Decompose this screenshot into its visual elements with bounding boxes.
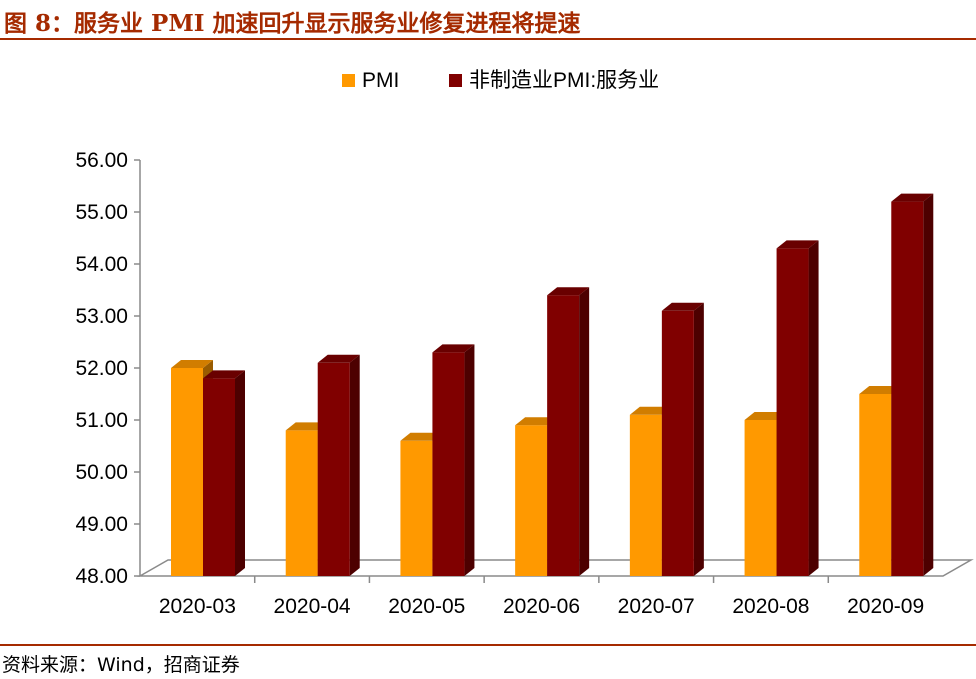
bar-side (923, 193, 934, 576)
y-tick-label: 52.00 (75, 357, 128, 380)
bar-front (547, 295, 580, 576)
x-tick-label: 2020-08 (732, 595, 809, 618)
bar-front (400, 440, 433, 576)
chart-legend: PMI 非制造业PMI:服务业 (342, 69, 659, 92)
bar-services (317, 354, 360, 576)
x-tick-label: 2020-06 (503, 595, 580, 618)
title-rule (0, 38, 976, 40)
y-tick-label: 51.00 (75, 409, 128, 432)
legend-label: 非制造业PMI:服务业 (469, 69, 659, 92)
bar-top (859, 386, 902, 394)
y-tick-label: 54.00 (75, 253, 128, 276)
x-tick-label: 2020-04 (274, 595, 351, 618)
bar-top (317, 354, 360, 363)
bar-front (203, 378, 235, 576)
bar-front (432, 352, 465, 576)
bar-top (432, 344, 475, 353)
x-tick-label: 2020-05 (388, 595, 465, 618)
bar-top (744, 412, 787, 420)
x-tick-label: 2020-09 (847, 595, 924, 618)
bar-top (629, 406, 672, 415)
bar-front (285, 430, 318, 576)
source-note: 资料来源：Wind，招商证券 (2, 654, 240, 676)
y-tick-label: 50.00 (75, 461, 128, 484)
bar-side (693, 302, 704, 576)
bar-front (629, 414, 662, 576)
bar-side (235, 370, 245, 576)
bar-top (203, 370, 245, 379)
bar-services (203, 370, 245, 576)
source-rule (0, 644, 976, 646)
bar-front (891, 201, 924, 576)
x-tick-label: 2020-03 (159, 595, 236, 618)
bar-services (661, 302, 704, 576)
x-tick-labels: 2020-03 2020-04 2020-05 2020-06 2020-07 2020-… (159, 595, 924, 618)
figure-title: 图 8：服务业 PMI 加速回升显示服务业修复进程将提速 (4, 10, 581, 37)
y-tick-label: 49.00 (75, 513, 128, 536)
bar-top (285, 422, 328, 431)
bar-side (579, 287, 590, 576)
bar-front (515, 425, 548, 576)
bar-front (776, 248, 809, 576)
bar-front (744, 420, 777, 576)
chart-bars (171, 193, 934, 576)
y-tick-label: 56.00 (75, 149, 128, 172)
bar-services (547, 287, 590, 576)
bar-front (317, 362, 350, 576)
y-tick-label: 55.00 (75, 201, 128, 224)
bar-top (891, 193, 934, 202)
bar-top (661, 302, 704, 311)
legend-swatch (449, 74, 462, 87)
bar-top (547, 287, 590, 296)
bar-side (808, 240, 819, 576)
bar-top (400, 432, 443, 441)
bar-side (464, 344, 475, 576)
bar-front (859, 394, 892, 576)
legend-label: PMI (362, 69, 399, 92)
y-tick-label: 48.00 (75, 565, 128, 588)
bar-services (776, 240, 819, 576)
bar-side (349, 354, 360, 576)
bar-services (432, 344, 475, 576)
bar-top (776, 240, 819, 249)
bar-front (661, 310, 694, 576)
x-tick-label: 2020-07 (618, 595, 695, 618)
bar-top (171, 360, 213, 368)
bar-top (515, 417, 558, 426)
bar-front (171, 368, 203, 576)
y-tick-label: 53.00 (75, 305, 128, 328)
bar-services (891, 193, 934, 576)
legend-swatch (342, 74, 355, 87)
